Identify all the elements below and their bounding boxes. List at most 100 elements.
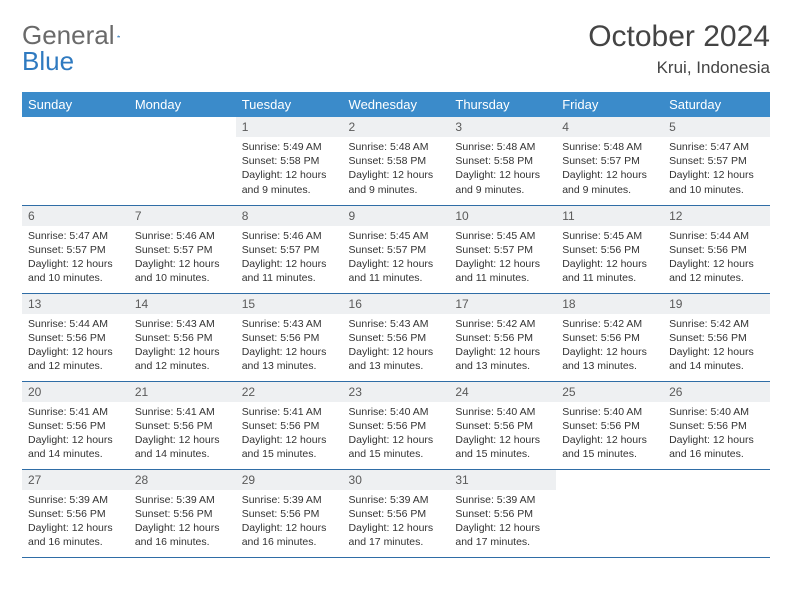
day-number: 16 [343,294,450,314]
day-info: Sunrise: 5:39 AMSunset: 5:56 PMDaylight:… [22,490,129,555]
day-info: Sunrise: 5:45 AMSunset: 5:57 PMDaylight:… [343,226,450,291]
weekday-header: Wednesday [343,92,450,117]
day-info: Sunrise: 5:43 AMSunset: 5:56 PMDaylight:… [129,314,236,379]
weekday-header: Monday [129,92,236,117]
day-number: 2 [343,117,450,137]
calendar-cell: 17Sunrise: 5:42 AMSunset: 5:56 PMDayligh… [449,293,556,381]
calendar-cell: 3Sunrise: 5:48 AMSunset: 5:58 PMDaylight… [449,117,556,205]
calendar-cell: 29Sunrise: 5:39 AMSunset: 5:56 PMDayligh… [236,469,343,557]
day-number: 30 [343,470,450,490]
location-label: Krui, Indonesia [588,58,770,78]
day-info: Sunrise: 5:39 AMSunset: 5:56 PMDaylight:… [129,490,236,555]
day-info: Sunrise: 5:47 AMSunset: 5:57 PMDaylight:… [22,226,129,291]
day-info: Sunrise: 5:41 AMSunset: 5:56 PMDaylight:… [236,402,343,467]
calendar-cell: 14Sunrise: 5:43 AMSunset: 5:56 PMDayligh… [129,293,236,381]
calendar-cell: 30Sunrise: 5:39 AMSunset: 5:56 PMDayligh… [343,469,450,557]
day-info: Sunrise: 5:48 AMSunset: 5:57 PMDaylight:… [556,137,663,202]
weekday-header: Sunday [22,92,129,117]
day-info: Sunrise: 5:43 AMSunset: 5:56 PMDaylight:… [343,314,450,379]
day-info: Sunrise: 5:45 AMSunset: 5:56 PMDaylight:… [556,226,663,291]
day-info: Sunrise: 5:49 AMSunset: 5:58 PMDaylight:… [236,137,343,202]
calendar-row: 20Sunrise: 5:41 AMSunset: 5:56 PMDayligh… [22,381,770,469]
day-number: 7 [129,206,236,226]
day-info: Sunrise: 5:46 AMSunset: 5:57 PMDaylight:… [129,226,236,291]
calendar-cell: 2Sunrise: 5:48 AMSunset: 5:58 PMDaylight… [343,117,450,205]
calendar-cell: 13Sunrise: 5:44 AMSunset: 5:56 PMDayligh… [22,293,129,381]
day-info: Sunrise: 5:41 AMSunset: 5:56 PMDaylight:… [22,402,129,467]
calendar-cell: 9Sunrise: 5:45 AMSunset: 5:57 PMDaylight… [343,205,450,293]
calendar-cell: 26Sunrise: 5:40 AMSunset: 5:56 PMDayligh… [663,381,770,469]
day-number: 27 [22,470,129,490]
day-number: 14 [129,294,236,314]
day-info: Sunrise: 5:42 AMSunset: 5:56 PMDaylight:… [556,314,663,379]
day-info: Sunrise: 5:42 AMSunset: 5:56 PMDaylight:… [663,314,770,379]
page-title: October 2024 [588,20,770,54]
day-number: 10 [449,206,556,226]
calendar-cell [556,469,663,557]
day-number: 5 [663,117,770,137]
day-number: 29 [236,470,343,490]
day-number: 15 [236,294,343,314]
day-info: Sunrise: 5:46 AMSunset: 5:57 PMDaylight:… [236,226,343,291]
day-info: Sunrise: 5:41 AMSunset: 5:56 PMDaylight:… [129,402,236,467]
logo-text-blue: Blue [22,46,74,76]
day-number: 3 [449,117,556,137]
day-number: 31 [449,470,556,490]
day-number: 24 [449,382,556,402]
calendar-cell [129,117,236,205]
calendar-cell: 7Sunrise: 5:46 AMSunset: 5:57 PMDaylight… [129,205,236,293]
calendar-cell: 5Sunrise: 5:47 AMSunset: 5:57 PMDaylight… [663,117,770,205]
day-info: Sunrise: 5:48 AMSunset: 5:58 PMDaylight:… [343,137,450,202]
calendar-cell: 25Sunrise: 5:40 AMSunset: 5:56 PMDayligh… [556,381,663,469]
day-number: 8 [236,206,343,226]
day-info: Sunrise: 5:40 AMSunset: 5:56 PMDaylight:… [556,402,663,467]
day-number: 13 [22,294,129,314]
day-number: 26 [663,382,770,402]
logo-triangle-icon [117,28,120,44]
day-info: Sunrise: 5:48 AMSunset: 5:58 PMDaylight:… [449,137,556,202]
calendar-cell: 20Sunrise: 5:41 AMSunset: 5:56 PMDayligh… [22,381,129,469]
day-info: Sunrise: 5:42 AMSunset: 5:56 PMDaylight:… [449,314,556,379]
calendar-cell: 11Sunrise: 5:45 AMSunset: 5:56 PMDayligh… [556,205,663,293]
day-number: 25 [556,382,663,402]
calendar-cell: 24Sunrise: 5:40 AMSunset: 5:56 PMDayligh… [449,381,556,469]
calendar-cell: 18Sunrise: 5:42 AMSunset: 5:56 PMDayligh… [556,293,663,381]
day-number: 11 [556,206,663,226]
calendar-cell: 28Sunrise: 5:39 AMSunset: 5:56 PMDayligh… [129,469,236,557]
day-number: 28 [129,470,236,490]
day-number: 1 [236,117,343,137]
calendar-cell: 8Sunrise: 5:46 AMSunset: 5:57 PMDaylight… [236,205,343,293]
day-number: 21 [129,382,236,402]
calendar-cell: 22Sunrise: 5:41 AMSunset: 5:56 PMDayligh… [236,381,343,469]
day-info: Sunrise: 5:44 AMSunset: 5:56 PMDaylight:… [663,226,770,291]
day-info: Sunrise: 5:45 AMSunset: 5:57 PMDaylight:… [449,226,556,291]
weekday-header: Friday [556,92,663,117]
day-number: 6 [22,206,129,226]
day-info: Sunrise: 5:40 AMSunset: 5:56 PMDaylight:… [343,402,450,467]
weekday-header: Saturday [663,92,770,117]
weekday-header: Tuesday [236,92,343,117]
calendar-cell [22,117,129,205]
day-info: Sunrise: 5:40 AMSunset: 5:56 PMDaylight:… [663,402,770,467]
calendar-cell: 1Sunrise: 5:49 AMSunset: 5:58 PMDaylight… [236,117,343,205]
day-number: 4 [556,117,663,137]
header: General October 2024 Krui, Indonesia [22,20,770,78]
title-block: October 2024 Krui, Indonesia [588,20,770,78]
day-info: Sunrise: 5:40 AMSunset: 5:56 PMDaylight:… [449,402,556,467]
day-number: 20 [22,382,129,402]
calendar-cell: 6Sunrise: 5:47 AMSunset: 5:57 PMDaylight… [22,205,129,293]
calendar-cell: 21Sunrise: 5:41 AMSunset: 5:56 PMDayligh… [129,381,236,469]
day-info: Sunrise: 5:43 AMSunset: 5:56 PMDaylight:… [236,314,343,379]
calendar-row: 27Sunrise: 5:39 AMSunset: 5:56 PMDayligh… [22,469,770,557]
weekday-header: Thursday [449,92,556,117]
calendar-row: 1Sunrise: 5:49 AMSunset: 5:58 PMDaylight… [22,117,770,205]
day-info: Sunrise: 5:39 AMSunset: 5:56 PMDaylight:… [449,490,556,555]
day-number: 17 [449,294,556,314]
calendar-cell [663,469,770,557]
day-info: Sunrise: 5:47 AMSunset: 5:57 PMDaylight:… [663,137,770,202]
day-number: 18 [556,294,663,314]
calendar-cell: 19Sunrise: 5:42 AMSunset: 5:56 PMDayligh… [663,293,770,381]
day-info: Sunrise: 5:39 AMSunset: 5:56 PMDaylight:… [236,490,343,555]
day-info: Sunrise: 5:39 AMSunset: 5:56 PMDaylight:… [343,490,450,555]
calendar-cell: 31Sunrise: 5:39 AMSunset: 5:56 PMDayligh… [449,469,556,557]
